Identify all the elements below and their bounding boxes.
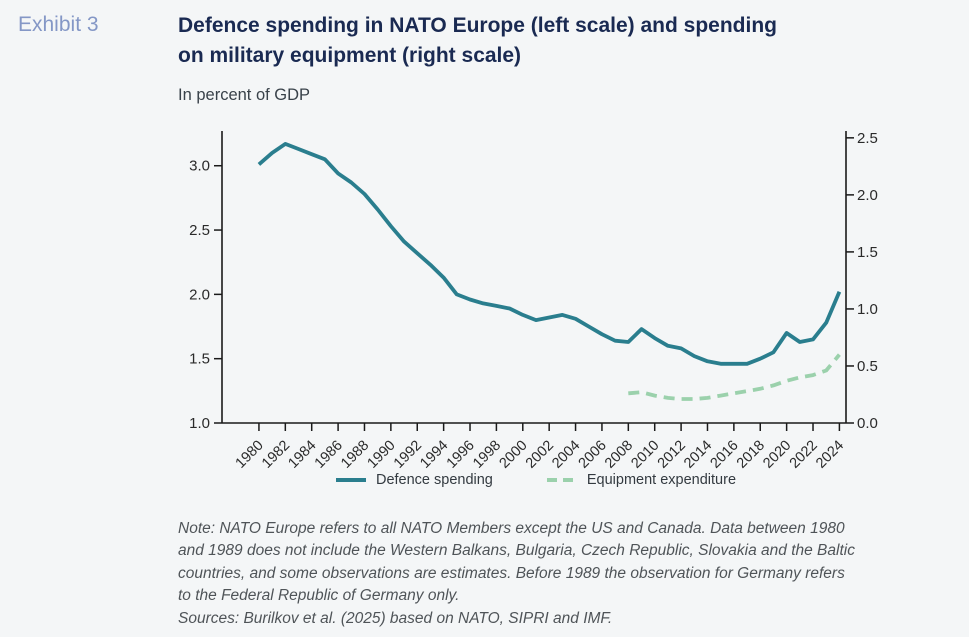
x-tick-label: 1998 xyxy=(470,438,504,472)
x-tick-label: 1982 xyxy=(259,438,293,472)
chart-legend: Defence spending Equipment expenditure xyxy=(170,472,900,488)
x-tick-label: 2000 xyxy=(496,438,530,472)
series-line-defence-spending xyxy=(257,141,842,366)
legend-item-equipment-expenditure: Equipment expenditure xyxy=(545,472,736,488)
equipment-line-swatch-icon xyxy=(546,478,579,482)
left-tick-label: 2.0 xyxy=(189,286,210,303)
x-tick-label: 2020 xyxy=(760,438,794,472)
note-line: and 1989 does not include the Western Ba… xyxy=(178,542,855,560)
right-tick-label: 1.5 xyxy=(857,244,878,261)
legend-item-defence-spending: Defence spending xyxy=(334,472,493,488)
x-tick-label: 2008 xyxy=(602,438,636,472)
left-tick-label: 1.0 xyxy=(189,415,210,432)
x-tick-label: 1996 xyxy=(444,438,478,472)
note-line: Note: NATO Europe refers to all NATO Mem… xyxy=(178,520,845,537)
left-tick-label: 1.5 xyxy=(189,351,210,368)
x-tick-label: 2004 xyxy=(549,438,583,472)
x-tick-label: 2006 xyxy=(576,438,610,472)
right-tick-label: 0.5 xyxy=(857,358,878,375)
right-tick-label: 2.5 xyxy=(857,130,878,147)
exhibit-label: Exhibit 3 xyxy=(18,13,99,36)
x-tick-label: 2016 xyxy=(708,438,742,472)
left-tick-label: 3.0 xyxy=(189,158,210,175)
x-tick-label: 1988 xyxy=(338,438,372,472)
right-tick-label: 2.0 xyxy=(857,187,878,204)
x-tick-label: 1992 xyxy=(391,438,425,472)
chart-title-line-1: Defence spending in NATO Europe (left sc… xyxy=(178,14,777,37)
chart-footnote: Note: NATO Europe refers to all NATO Mem… xyxy=(178,518,855,630)
chart-subtitle: In percent of GDP xyxy=(178,86,311,104)
chart-plot: 1.01.52.02.53.00.00.51.01.52.02.51980198… xyxy=(189,130,878,472)
right-tick-label: 0.0 xyxy=(857,415,878,432)
chart-title: Defence spending in NATO Europe (left sc… xyxy=(178,11,938,71)
x-tick-label: 1984 xyxy=(285,438,319,472)
legend-label-defence-spending: Defence spending xyxy=(375,472,493,488)
note-line: countries, and some observations are est… xyxy=(178,564,845,582)
legend-label-equipment-expenditure: Equipment expenditure xyxy=(586,472,737,488)
x-tick-label: 1986 xyxy=(312,438,346,472)
series-line-equipment-expenditure xyxy=(628,353,841,401)
note-line: to the Federal Republic of Germany only. xyxy=(178,587,460,605)
x-tick-label: 1994 xyxy=(417,438,451,472)
x-tick-label: 1990 xyxy=(365,438,399,472)
x-tick-label: 2012 xyxy=(655,438,689,472)
defence-line-swatch-icon xyxy=(335,478,366,482)
left-tick-label: 2.5 xyxy=(189,222,210,239)
x-tick-label: 2022 xyxy=(787,438,821,472)
x-tick-label: 2002 xyxy=(523,438,557,472)
x-tick-label: 2014 xyxy=(681,438,715,472)
x-tick-label: 2018 xyxy=(734,438,768,472)
x-tick-label: 2010 xyxy=(628,438,662,472)
sources-line: Sources: Burilkov et al. (2025) based on… xyxy=(178,609,613,627)
x-tick-label: 2024 xyxy=(813,438,847,472)
x-tick-label: 1980 xyxy=(233,438,267,472)
chart-title-line-2: on military equipment (right scale) xyxy=(178,44,522,67)
right-tick-label: 1.0 xyxy=(857,301,878,318)
